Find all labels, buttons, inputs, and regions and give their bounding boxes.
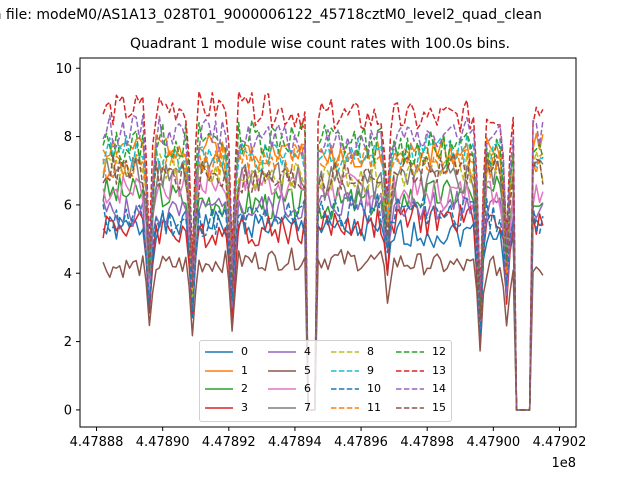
series-line-4 [102, 185, 544, 411]
y-tick-label: 10 [55, 62, 72, 77]
x-tick-label: 4.47902 [533, 435, 587, 450]
y-tick-label: 0 [64, 403, 72, 418]
series-layer [102, 90, 544, 411]
x-tick-label: 4.47894 [268, 435, 322, 450]
legend-label: 9 [367, 363, 374, 377]
legend-label: 14 [432, 382, 446, 395]
series-line-10 [102, 192, 544, 411]
series-line-11 [102, 142, 544, 411]
legend-swatch [396, 406, 424, 409]
y-tick-label: 8 [64, 130, 72, 145]
legend-swatch [205, 388, 233, 390]
legend-label: 11 [367, 400, 381, 414]
legend-swatch [331, 369, 359, 372]
legend-label: 12 [432, 345, 446, 358]
series-line-3 [102, 204, 544, 411]
legend-swatch [268, 388, 296, 390]
legend-swatch [396, 388, 424, 390]
legend-label: 2 [241, 382, 248, 395]
series-line-5 [102, 247, 544, 411]
figure-suptitle: on file: modeM0/AS1A13_028T01_9000006122… [0, 7, 542, 23]
x-tick-label: 4.47890 [136, 435, 190, 450]
legend-swatch [396, 351, 424, 353]
legend-label: 15 [432, 400, 446, 414]
legend-label: 1 [241, 363, 248, 377]
legend-swatch [331, 406, 359, 409]
x-offset-label: 1e8 [551, 456, 576, 471]
x-tick-label: 4.47898 [400, 435, 454, 450]
legend-swatch [331, 388, 359, 390]
legend-swatch [205, 351, 233, 353]
series-line-8 [102, 149, 544, 411]
y-tick-label: 6 [64, 198, 72, 213]
legend-swatch [205, 369, 233, 372]
series-line-12 [102, 119, 544, 411]
plot-frame [79, 57, 577, 428]
series-line-13 [102, 90, 544, 411]
legend: 0 1 2 3 4 5 6 7 8 9 10 11 12 13 14 15 [199, 340, 452, 422]
legend-swatch [268, 351, 296, 353]
legend-swatch [331, 351, 359, 353]
x-tick-label: 4.47892 [202, 435, 256, 450]
y-tick-label: 4 [64, 267, 72, 282]
legend-label: 8 [367, 345, 374, 358]
legend-swatch [268, 406, 296, 409]
legend-label: 4 [304, 345, 311, 358]
legend-label: 6 [304, 382, 311, 395]
series-line-2 [102, 175, 544, 411]
axes-layer: 4.47888 4.47890 4.47892 4.47894 4.47896 4.478… [55, 62, 586, 471]
legend-label: 0 [241, 345, 248, 358]
legend-label: 10 [367, 382, 381, 395]
x-tick-label: 4.47900 [466, 435, 520, 450]
legend-label: 3 [241, 400, 248, 414]
legend-label: 7 [304, 400, 311, 414]
x-tick-label: 4.47888 [70, 435, 124, 450]
legend-swatch [268, 369, 296, 372]
legend-label: 13 [432, 363, 446, 377]
y-tick-label: 2 [64, 335, 72, 350]
chart-title: Quadrant 1 module wise count rates with … [130, 36, 510, 52]
x-tick-label: 4.47896 [334, 435, 388, 450]
legend-label: 5 [304, 363, 311, 377]
legend-swatch [205, 406, 233, 409]
series-line-15 [102, 152, 544, 411]
legend-swatch [396, 369, 424, 372]
